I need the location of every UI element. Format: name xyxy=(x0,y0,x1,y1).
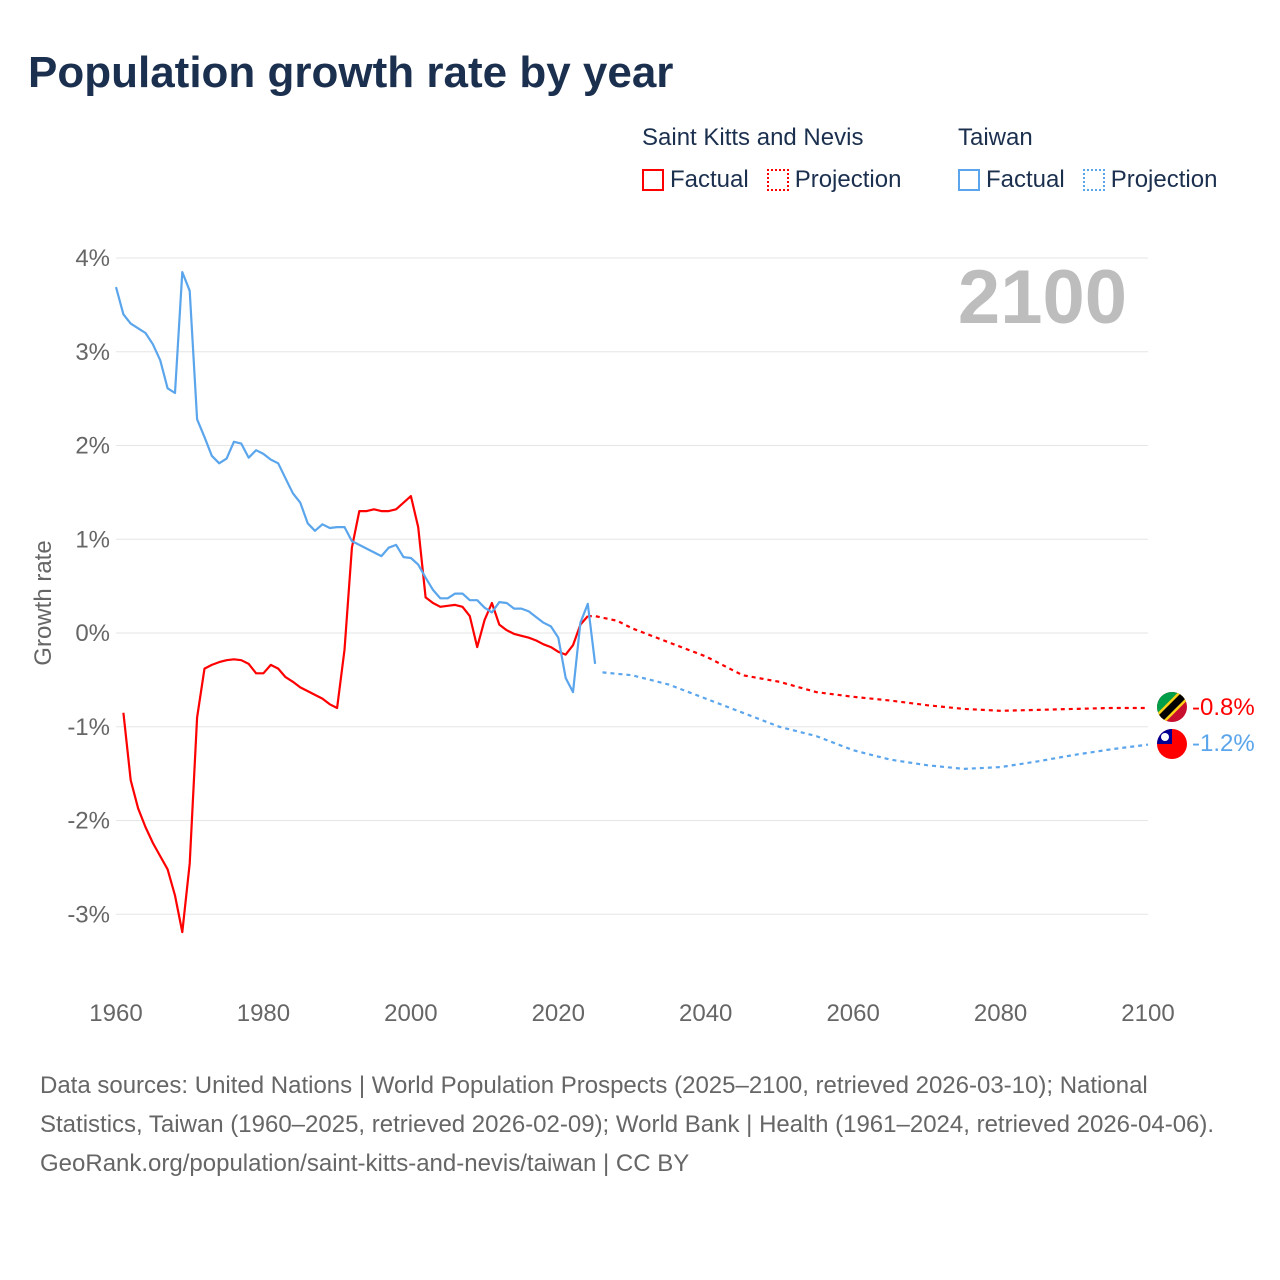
legend-label: Factual xyxy=(986,166,1065,193)
end-label-taiwan: -1.2% xyxy=(1192,730,1255,757)
legend-country-label: Saint Kitts and Nevis xyxy=(642,124,864,151)
year-watermark: 2100 xyxy=(958,255,1127,340)
data-sources: Data sources: United Nations | World Pop… xyxy=(40,1072,1215,1138)
y-tick-label: 3% xyxy=(75,339,110,366)
legend-taiwan: Taiwan Factual Projection xyxy=(958,124,1217,194)
solid-swatch-icon xyxy=(642,169,664,191)
y-axis-label: Growth rate xyxy=(30,540,57,665)
line-chart: 4% 3% 2% 1% 0% -1% -2% -3% 1960 1980 2000 2020 2040 2… xyxy=(30,245,1255,1027)
legend-taiwan-factual[interactable]: Factual xyxy=(958,166,1065,194)
taiwan-flag-icon xyxy=(1157,729,1187,759)
series-line-taiwan-projection xyxy=(602,671,1149,771)
y-tick-label: -1% xyxy=(67,714,110,741)
x-tick-label: 1980 xyxy=(237,1000,290,1027)
x-tick-label: 2000 xyxy=(384,1000,437,1027)
chart-title: Population growth rate by year xyxy=(28,48,674,97)
x-tick-label: 2060 xyxy=(826,1000,879,1027)
legend-label: Factual xyxy=(670,166,749,193)
legend-skn-projection[interactable]: Projection xyxy=(766,166,902,194)
legend-country-label: Taiwan xyxy=(958,124,1033,151)
x-tick-label: 2040 xyxy=(679,1000,732,1027)
legend-label: Projection xyxy=(1110,166,1218,193)
footer: Data sources: United Nations | World Pop… xyxy=(40,1066,1250,1183)
credit-link[interactable]: GeoRank.org/population/saint-kitts-and-n… xyxy=(40,1150,690,1177)
y-tick-label: -3% xyxy=(67,901,110,928)
x-tick-label: 2080 xyxy=(974,1000,1027,1027)
end-label-skn: -0.8% xyxy=(1192,694,1255,721)
y-tick-label: 4% xyxy=(75,245,110,272)
dotted-swatch-icon xyxy=(1082,169,1105,191)
y-tick-label: -2% xyxy=(67,808,110,835)
series-line-taiwan-factual xyxy=(114,271,597,694)
x-tick-label: 2100 xyxy=(1121,1000,1174,1027)
y-tick-label: 0% xyxy=(75,620,110,647)
saint-kitts-and-nevis-flag-icon xyxy=(1157,692,1187,722)
dotted-swatch-icon xyxy=(766,169,789,191)
series-line-saint-kitts-and-nevis-projection xyxy=(587,614,1148,712)
solid-swatch-icon xyxy=(958,169,980,191)
series-line-saint-kitts-and-nevis-factual xyxy=(122,495,589,934)
legend-taiwan-projection[interactable]: Projection xyxy=(1082,166,1218,194)
y-tick-label: 1% xyxy=(75,526,110,553)
x-tick-label: 1960 xyxy=(89,1000,142,1027)
legend-label: Projection xyxy=(794,166,902,193)
x-tick-label: 2020 xyxy=(532,1000,585,1027)
legend-saint-kitts-and-nevis: Saint Kitts and Nevis Factual Projection xyxy=(642,124,901,194)
legend-skn-factual[interactable]: Factual xyxy=(642,166,749,194)
y-tick-label: 2% xyxy=(75,433,110,460)
